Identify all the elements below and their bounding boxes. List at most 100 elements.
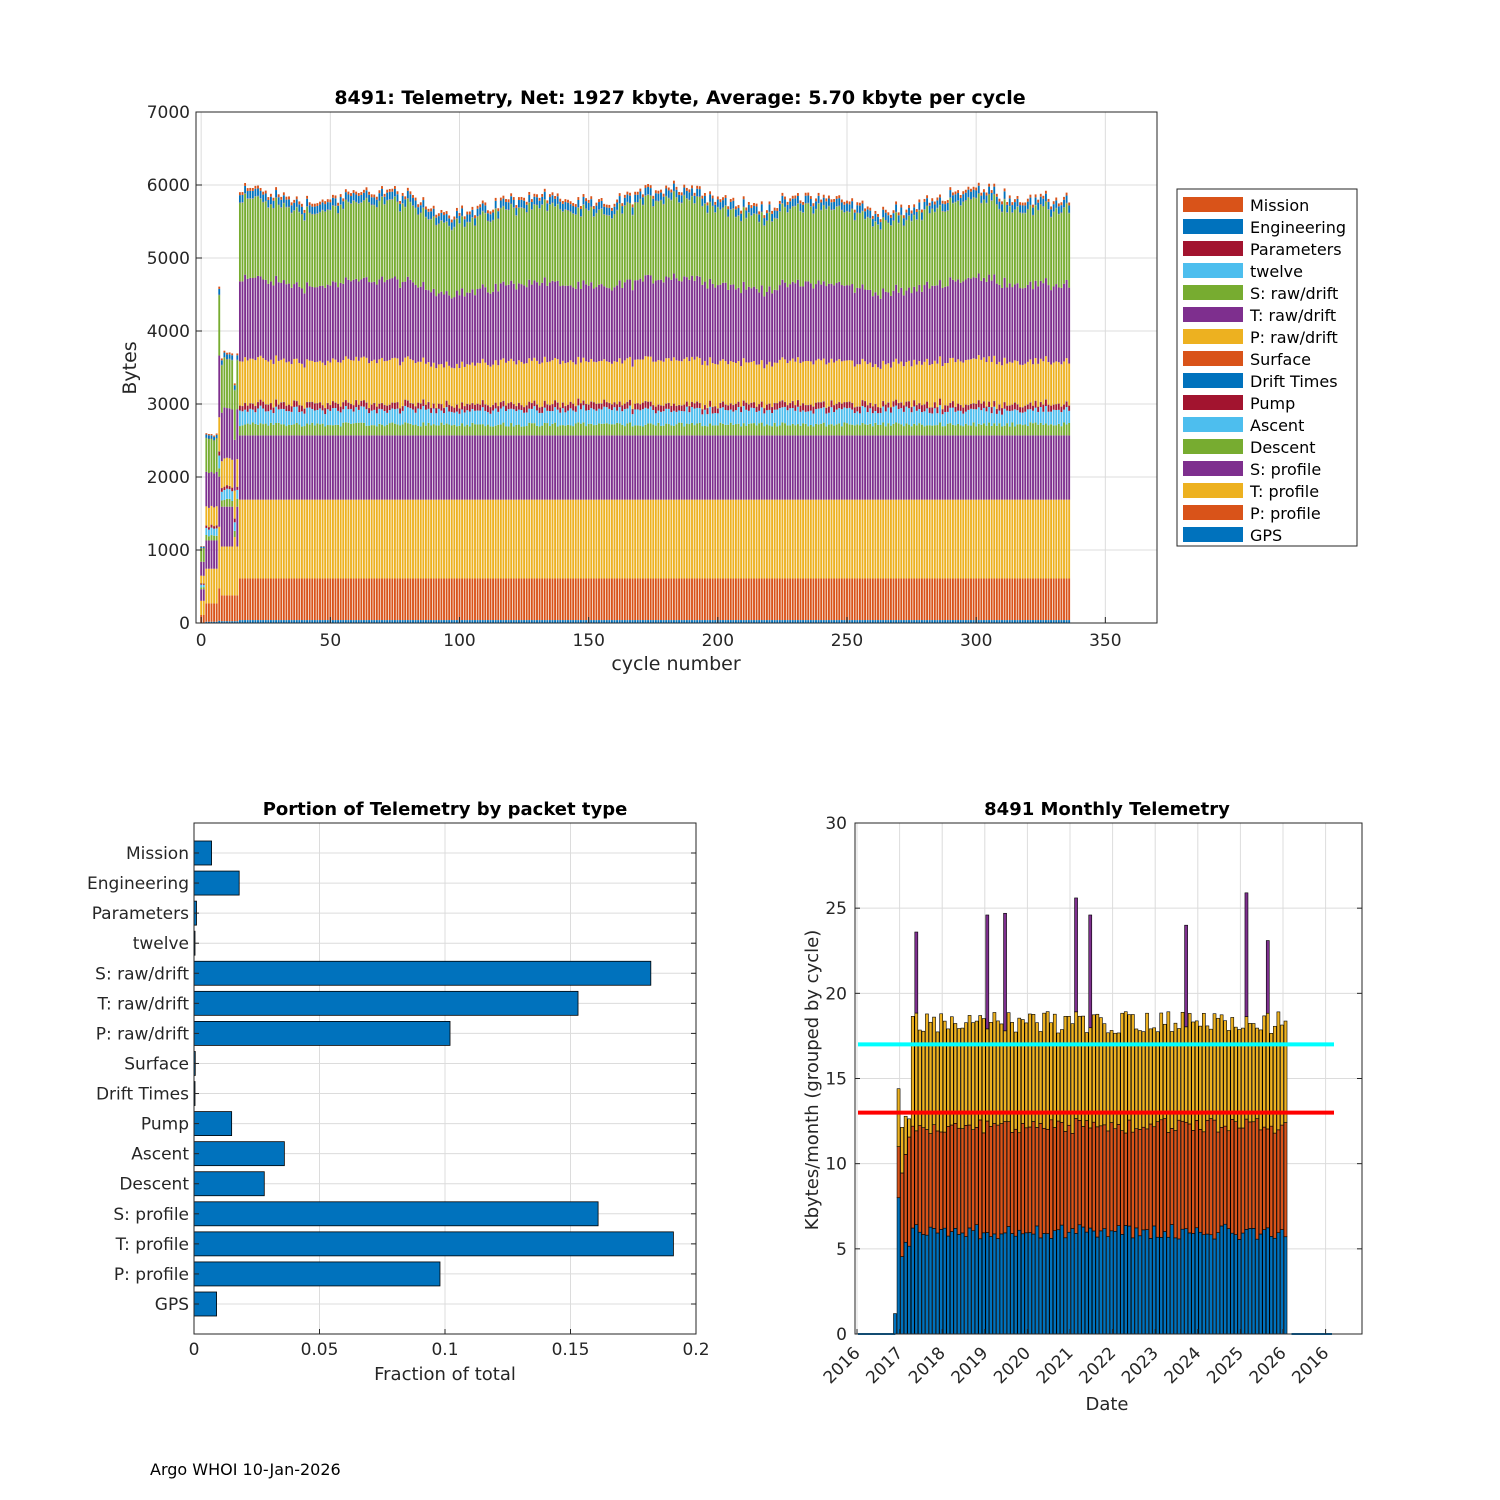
cycle-bar-segment bbox=[468, 211, 471, 215]
cycle-bar-segment bbox=[494, 435, 497, 500]
cycle-bar-segment bbox=[993, 274, 996, 356]
cycle-bar-segment bbox=[393, 423, 396, 436]
cycle-bar-segment bbox=[443, 620, 445, 623]
cycle-bar-segment bbox=[295, 423, 298, 436]
cycle-bar-segment bbox=[548, 197, 551, 205]
cycle-bar-segment bbox=[543, 499, 546, 579]
cycle-bar-segment bbox=[722, 207, 724, 283]
cycle-bar-segment bbox=[817, 620, 820, 623]
cycle-bar-segment bbox=[285, 411, 288, 427]
cycle-bar-segment bbox=[830, 358, 833, 401]
cycle-bar-segment bbox=[908, 401, 910, 409]
cycle-bar-segment bbox=[781, 279, 784, 358]
cycle-bar-segment bbox=[794, 499, 797, 579]
cycle-bar-segment bbox=[290, 435, 293, 500]
cycle-bar-segment bbox=[512, 435, 515, 500]
cycle-bar-segment bbox=[445, 407, 448, 424]
cycle-bar-segment bbox=[675, 360, 678, 406]
cycle-bar-segment bbox=[941, 414, 944, 427]
cycle-bar-segment bbox=[455, 363, 458, 405]
cycle-bar-segment bbox=[939, 194, 941, 198]
cycle-bar-segment bbox=[902, 426, 905, 436]
cycle-bar-segment bbox=[528, 191, 531, 195]
cycle-bar-segment bbox=[959, 620, 962, 623]
cycle-bar-segment bbox=[716, 196, 719, 200]
cycle-bar-segment bbox=[461, 409, 464, 424]
cycle-bar-segment bbox=[404, 207, 407, 282]
cycle-bar-segment bbox=[220, 360, 223, 365]
cycle-bar-segment bbox=[946, 578, 949, 621]
cycle-bar-segment bbox=[419, 361, 422, 404]
cycle-bar-segment bbox=[360, 435, 363, 500]
cycle-bar-segment bbox=[523, 197, 526, 201]
cycle-bar-segment bbox=[696, 275, 699, 357]
cycle-bar-segment bbox=[716, 285, 719, 365]
cycle-bar-segment bbox=[523, 208, 526, 286]
cycle-bar-segment bbox=[696, 188, 699, 197]
cycle-bar-segment bbox=[399, 211, 402, 288]
cycle-bar-segment bbox=[742, 499, 745, 579]
cycle-bar-segment bbox=[608, 435, 611, 500]
cycle-bar-segment bbox=[430, 211, 433, 219]
cycle-bar-segment bbox=[626, 578, 629, 621]
cycle-bar-segment bbox=[913, 400, 916, 407]
cycle-bar-segment bbox=[714, 578, 717, 621]
cycle-bar-segment bbox=[381, 620, 383, 623]
cycle-bar-segment bbox=[840, 620, 843, 623]
cycle-bar-segment bbox=[848, 212, 851, 286]
cycle-bar-segment bbox=[233, 595, 236, 622]
cycle-bar-segment bbox=[897, 363, 900, 403]
cycle-bar-segment bbox=[546, 578, 549, 621]
cycle-bar-segment bbox=[244, 274, 247, 358]
cycle-bar-segment bbox=[944, 201, 947, 205]
cycle-bar-segment bbox=[448, 226, 451, 296]
cycle-bar-segment bbox=[319, 499, 321, 579]
cycle-bar-segment bbox=[603, 286, 606, 360]
cycle-bar-segment bbox=[383, 282, 386, 362]
cycle-bar-segment bbox=[794, 283, 797, 362]
cycle-bar-segment bbox=[745, 499, 748, 579]
cycle-bar-segment bbox=[866, 424, 869, 436]
cycle-bar-segment bbox=[300, 411, 303, 427]
cycle-bar-segment bbox=[817, 578, 820, 621]
cycle-bar-segment bbox=[280, 620, 283, 623]
cycle-bar-segment bbox=[316, 361, 319, 404]
cycle-bar-segment bbox=[561, 578, 564, 621]
cycle-bar-segment bbox=[200, 546, 203, 547]
cycle-bar-segment bbox=[773, 210, 776, 218]
cycle-bar-segment bbox=[300, 620, 303, 623]
cycle-bar-segment bbox=[282, 435, 285, 500]
cycle-bar-segment bbox=[424, 620, 427, 623]
cycle-bar-segment bbox=[634, 359, 637, 404]
cycle-bar-segment bbox=[290, 499, 293, 579]
cycle-bar-segment bbox=[871, 413, 874, 427]
cycle-bar-segment bbox=[210, 621, 213, 623]
cycle-bar-segment bbox=[716, 199, 719, 207]
cycle-bar-segment bbox=[662, 193, 665, 197]
cycle-bar-segment bbox=[505, 578, 507, 621]
cycle-bar-segment bbox=[396, 435, 399, 500]
cycle-bar-segment bbox=[313, 287, 316, 363]
cycle-bar-segment bbox=[892, 213, 895, 221]
cycle-bar-segment bbox=[453, 424, 456, 436]
cycle-bar-segment bbox=[486, 210, 489, 214]
cycle-bar-segment bbox=[443, 212, 445, 216]
cycle-bar-segment bbox=[654, 413, 657, 426]
cycle-bar-segment bbox=[691, 188, 693, 196]
cycle-bar-segment bbox=[672, 410, 675, 426]
cycle-bar-segment bbox=[450, 435, 453, 500]
cycle-bar-segment bbox=[784, 435, 786, 500]
cycle-bar-segment bbox=[393, 620, 396, 623]
cycle-bar-segment bbox=[269, 409, 272, 423]
cycle-bar-segment bbox=[809, 206, 812, 284]
cycle-bar-segment bbox=[497, 578, 500, 621]
cycle-bar-segment bbox=[688, 189, 691, 193]
cycle-bar-segment bbox=[900, 578, 903, 621]
cycle-bar-segment bbox=[714, 287, 717, 364]
cycle-bar-segment bbox=[331, 205, 334, 282]
cycle-bar-segment bbox=[946, 363, 949, 406]
cycle-bar-segment bbox=[352, 620, 355, 623]
cycle-bar-segment bbox=[995, 499, 998, 579]
cycle-bar-segment bbox=[510, 423, 513, 436]
cycle-bar-segment bbox=[383, 435, 386, 500]
